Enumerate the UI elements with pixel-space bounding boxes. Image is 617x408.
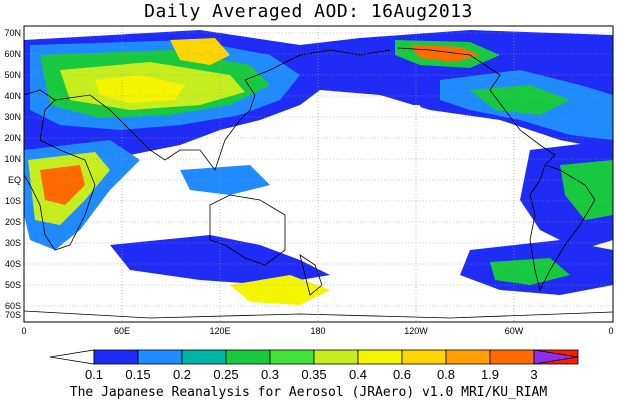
map-frame: [23, 25, 614, 323]
legend-label: 0.15: [125, 367, 150, 382]
legend-swatch: [489, 349, 535, 365]
graticule: [24, 26, 613, 322]
aod-region-north-america-core: [470, 85, 570, 115]
aod-region-pacific-clear: [290, 105, 430, 210]
coastline-north-america: [397, 47, 556, 166]
coastline-australia: [209, 194, 286, 266]
aod-region-south-australia-plume: [230, 275, 330, 305]
coastline-antarctica: [24, 310, 613, 319]
lat-label: 10N: [4, 154, 21, 164]
coastlines: [24, 47, 613, 319]
lat-label: 30S: [5, 238, 21, 248]
coastline-south-america: [529, 164, 596, 292]
legend-swatch: [533, 349, 579, 365]
aod-fields: [24, 30, 613, 305]
lon-label: 120E: [209, 326, 230, 336]
lat-label: 70S: [5, 310, 21, 320]
aod-region-south-pacific-clear: [250, 200, 380, 250]
credit-line: The Japanese Reanalysis for Aerosol (JRA…: [69, 385, 548, 400]
legend-swatch: [225, 349, 271, 365]
aod-region-africa-core: [40, 165, 85, 205]
lat-label: 60S: [5, 301, 21, 311]
coastline-africa: [24, 89, 96, 251]
lon-label: 0: [608, 326, 613, 336]
lon-label: 60W: [505, 326, 524, 336]
legend-swatch: [137, 349, 183, 365]
lat-label: 60N: [4, 49, 21, 59]
coastline-asia: [54, 49, 391, 171]
legend-swatch: [181, 349, 227, 365]
longitude-labels: 0 60E 120E 180 120W 60W 0: [21, 326, 613, 336]
coastline-new-zealand: [299, 254, 323, 296]
map-title: Daily Averaged AOD: 16Aug2013: [144, 1, 473, 22]
lat-label: 50N: [4, 70, 21, 80]
legend-swatch: [357, 349, 403, 365]
legend-label: 0.3: [261, 367, 279, 382]
lat-label: 50S: [5, 280, 21, 290]
aod-region-south-atlantic: [490, 258, 570, 285]
lat-label: 20S: [5, 217, 21, 227]
lat-label: 30N: [4, 112, 21, 122]
lat-label: 40N: [4, 91, 21, 101]
aod-region-siberia: [170, 38, 230, 65]
legend-label: 0.6: [393, 367, 411, 382]
lon-label: 0: [21, 326, 26, 336]
lat-label: 70N: [4, 28, 21, 38]
lat-label: 40S: [5, 259, 21, 269]
aod-region-south-america-core: [560, 160, 613, 220]
lon-label: 60E: [114, 326, 130, 336]
legend-label: 0.35: [301, 367, 326, 382]
legend-swatch: [49, 349, 95, 365]
lat-label: 10S: [5, 196, 21, 206]
legend-label: 0.1: [85, 367, 103, 382]
legend-labels: 0.1 0.15 0.2 0.25 0.3 0.35 0.4 0.6 0.8 1…: [85, 367, 538, 382]
lat-label: EQ: [8, 175, 21, 185]
lon-label: 180: [310, 326, 325, 336]
legend-swatch: [93, 349, 139, 365]
legend-label: 0.25: [213, 367, 238, 382]
legend-label: 0.8: [437, 367, 455, 382]
legend-swatch: [445, 349, 491, 365]
legend-label: 0.2: [173, 367, 191, 382]
legend-label: 0.4: [349, 367, 367, 382]
aod-region-alaska-core: [410, 45, 480, 62]
legend-swatch: [269, 349, 315, 365]
color-legend: 0.1 0.15 0.2 0.25 0.3 0.35 0.4 0.6 0.8 1…: [49, 349, 579, 382]
lat-label: 20N: [4, 133, 21, 143]
aod-map: [23, 25, 614, 323]
legend-swatch: [401, 349, 447, 365]
legend-label: 3: [530, 367, 537, 382]
legend-label: 1.9: [481, 367, 499, 382]
latitude-labels: 70N 60N 50N 40N 30N 20N 10N EQ 10S 20S 3…: [4, 28, 21, 320]
lon-label: 120W: [404, 326, 428, 336]
legend-swatch: [313, 349, 359, 365]
